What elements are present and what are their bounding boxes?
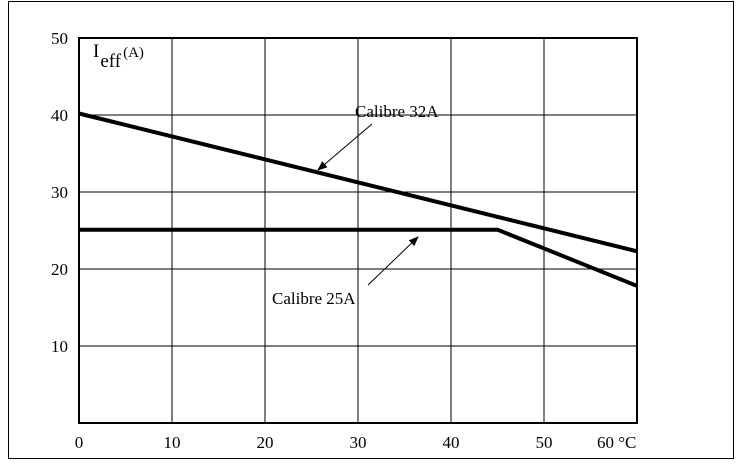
series-label-calibre-25a: Calibre 25A (272, 289, 356, 308)
figure-border (8, 1, 734, 459)
tick-labels: 10 20 30 40 50 0 10 20 30 40 50 60 °C (51, 29, 636, 452)
y-tick-label-20: 20 (51, 260, 68, 279)
annotation-layer: Calibre 32A Calibre 25A (272, 102, 439, 308)
axis-label: Ieff (A) (93, 41, 144, 72)
y-tick-label-50: 50 (51, 29, 68, 48)
y-axis-label: Ieff (A) (93, 41, 144, 72)
x-tick-label-10: 10 (164, 433, 181, 452)
y-axis-label-symbol: I (93, 41, 99, 62)
series-line-calibre-32a (78, 111, 638, 254)
x-tick-label-30: 30 (350, 433, 367, 452)
y-axis-label-subscript: eff (100, 51, 121, 72)
series-label-calibre-32a: Calibre 32A (355, 102, 439, 121)
y-tick-label-40: 40 (51, 106, 68, 125)
series-line-calibre-25a (79, 227, 638, 288)
series-label-arrow-calibre-32a (317, 123, 373, 171)
x-tick-label-60: 60 °C (597, 433, 636, 452)
y-tick-label-10: 10 (51, 337, 68, 356)
y-axis-label-unit: (A) (123, 45, 144, 61)
x-tick-label-0: 0 (75, 433, 84, 452)
series-layer (78, 111, 638, 288)
x-tick-label-40: 40 (443, 433, 460, 452)
series-label-arrow-calibre-25a (367, 236, 419, 286)
x-tick-label-20: 20 (257, 433, 274, 452)
x-tick-label-50: 50 (536, 433, 553, 452)
grid-layer (79, 38, 637, 423)
y-tick-label-30: 30 (51, 183, 68, 202)
